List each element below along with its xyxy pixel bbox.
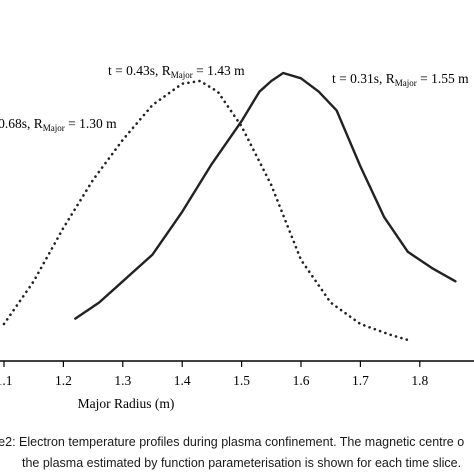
x-tick-label: 1.6 — [293, 373, 310, 388]
x-tick-label: 1.7 — [352, 373, 369, 388]
annotation-t031: t = 0.31s, RMajor = 1.55 m — [332, 71, 469, 88]
caption-line-1: re2: Electron temperature profiles durin… — [0, 435, 465, 449]
annotation-t068: t = 0.68s, RMajor = 1.30 m — [0, 116, 117, 133]
figure-caption: re2: Electron temperature profiles durin… — [0, 432, 474, 474]
x-axis-ticks: 1.1 1.2 1.3 1.4 1.5 1.6 1.7 1.8 — [0, 361, 428, 388]
annotation-t068-suffix: = 1.30 m — [65, 116, 117, 131]
plot-area — [2, 71, 457, 342]
series-line-1-solid — [74, 71, 457, 320]
annotation-t031-suffix: = 1.55 m — [417, 71, 469, 86]
annotation-t043-prefix: t = 0.43s, R — [108, 63, 171, 78]
annotation-t031-sub: Major — [395, 78, 417, 88]
annotation-t068-prefix: t = 0.68s, R — [0, 116, 43, 131]
series-line-2-dotted — [2, 79, 410, 342]
x-tick-label: 1.1 — [0, 373, 12, 388]
annotation-t043: t = 0.43s, RMajor = 1.43 m — [108, 63, 245, 80]
x-tick-label: 1.2 — [55, 373, 72, 388]
x-tick-label: 1.8 — [411, 373, 428, 388]
x-tick-label: 1.3 — [114, 373, 131, 388]
annotation-t068-sub: Major — [43, 123, 65, 133]
x-tick-label: 1.5 — [233, 373, 250, 388]
chart: 1.1 1.2 1.3 1.4 1.5 1.6 1.7 1.8 Major Radius (m… — [0, 63, 474, 411]
annotation-t043-sub: Major — [171, 70, 193, 80]
annotation-t031-prefix: t = 0.31s, R — [332, 71, 395, 86]
x-tick-label: 1.4 — [174, 373, 191, 388]
x-axis-label: Major Radius (m) — [78, 396, 175, 411]
caption-line-2: the plasma estimated by function paramet… — [22, 456, 462, 470]
annotation-t043-suffix: = 1.43 m — [193, 63, 245, 78]
